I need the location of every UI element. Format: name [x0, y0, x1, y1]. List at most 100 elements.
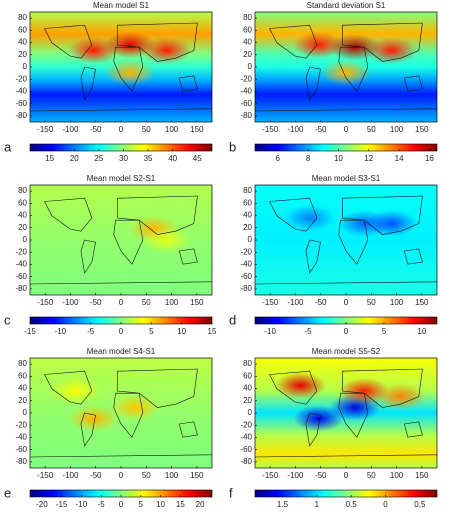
y-tick-label: 60: [18, 198, 27, 207]
coastline: [305, 66, 321, 101]
colorbar-tick-label: 15: [208, 327, 217, 336]
colorbar-tick-label: 14: [395, 154, 404, 163]
x-tick-label: 150: [415, 471, 429, 480]
hotspot: [141, 226, 192, 254]
colorbar-tick-label: -5: [305, 327, 313, 336]
colorbar-tick-label: -10: [55, 327, 67, 336]
x-tick-label: -100: [62, 125, 79, 134]
y-tick-label: -80: [240, 457, 252, 466]
x-tick-label: 100: [165, 471, 179, 480]
hotspot: [110, 394, 162, 421]
panel-letter: d: [229, 312, 236, 327]
coastline: [305, 239, 321, 274]
y-tick-label: -60: [240, 99, 252, 108]
colorbar-tick-label: 10: [177, 327, 186, 336]
x-tick-label: 100: [390, 298, 404, 307]
x-tick-label: -50: [315, 298, 327, 307]
y-tick-label: -60: [15, 99, 27, 108]
coastline: [403, 248, 423, 265]
x-tick-label: -50: [90, 298, 102, 307]
coastline: [255, 281, 437, 285]
y-tick-label: 40: [243, 38, 252, 47]
y-tick-label: -40: [15, 87, 27, 96]
y-tick-label: 20: [18, 223, 27, 232]
colorbar-tick-label: 10: [417, 327, 426, 336]
y-tick-label: 0: [248, 62, 253, 71]
coastline: [117, 22, 198, 62]
coastline: [178, 421, 198, 438]
x-tick-label: 150: [190, 298, 204, 307]
panel-title: Mean model S4-S1: [87, 347, 156, 356]
y-tick-label: -80: [240, 111, 252, 120]
coastline: [342, 368, 423, 408]
coastline: [117, 195, 198, 235]
colorbar-tick-label: 1: [315, 500, 320, 509]
x-tick-label: -100: [62, 298, 79, 307]
coastline: [44, 197, 93, 232]
y-tick-label: 40: [243, 384, 252, 393]
y-tick-label: 60: [18, 371, 27, 380]
coastline: [269, 197, 318, 232]
panel-title: Mean model S2-S1: [87, 174, 156, 183]
x-tick-label: -100: [287, 125, 304, 134]
y-tick-label: -80: [240, 284, 252, 293]
x-tick-label: 100: [390, 125, 404, 134]
coastline: [80, 412, 96, 447]
coastline: [44, 370, 93, 405]
y-tick-label: 80: [18, 186, 27, 195]
y-tick-label: -40: [240, 433, 252, 442]
map-hotspots: [30, 195, 212, 285]
coastline: [178, 75, 198, 92]
x-tick-label: 0: [119, 298, 124, 307]
x-tick-label: -150: [37, 125, 54, 134]
x-tick-label: -150: [37, 298, 54, 307]
hotspot: [375, 383, 427, 410]
y-tick-label: 60: [243, 198, 252, 207]
panel-letter: e: [4, 485, 11, 500]
x-tick-label: 150: [190, 471, 204, 480]
hotspot: [284, 204, 336, 232]
hotspot: [366, 210, 417, 237]
y-tick-label: 20: [243, 50, 252, 59]
y-tick-label: 80: [243, 186, 252, 195]
panel-title: Mean model S5-S2: [312, 347, 381, 356]
coastline: [269, 370, 318, 405]
colorbar-tick-label: 0.5: [414, 500, 426, 509]
map-hotspots: [30, 22, 212, 112]
panel-letter: f: [229, 485, 233, 500]
x-tick-label: 50: [142, 298, 151, 307]
colorbar-tick-label: 20: [196, 500, 205, 509]
map-hotspots: [255, 195, 437, 285]
x-tick-label: 50: [367, 298, 376, 307]
hotspot: [50, 377, 101, 405]
x-tick-label: 0: [344, 298, 349, 307]
x-tick-label: 0: [344, 125, 349, 134]
y-tick-label: -40: [15, 260, 27, 269]
x-tick-label: 50: [367, 471, 376, 480]
y-tick-label: 20: [18, 396, 27, 405]
colorbar: [29, 143, 213, 152]
colorbar-tick-label: -15: [56, 500, 68, 509]
x-tick-label: -50: [315, 471, 327, 480]
y-tick-label: 40: [18, 38, 27, 47]
panel-letter: b: [229, 139, 236, 154]
x-tick-label: 100: [165, 125, 179, 134]
hotspot: [275, 372, 326, 399]
x-tick-label: -150: [37, 471, 54, 480]
colorbar-tick-label: 35: [144, 154, 153, 163]
y-tick-label: 20: [18, 50, 27, 59]
coastline: [269, 24, 318, 59]
colorbar-tick-label: 0: [344, 327, 349, 336]
colorbar-tick-label: -5: [98, 500, 106, 509]
coastline: [403, 421, 423, 438]
panel-title: Standard deviation S1: [307, 1, 386, 10]
coastline: [342, 195, 423, 235]
y-tick-label: 0: [23, 62, 28, 71]
y-tick-label: -20: [15, 74, 27, 83]
colorbar-tick-label: -20: [36, 500, 48, 509]
y-tick-label: -40: [240, 260, 252, 269]
colorbar-tick-label: -15: [24, 327, 36, 336]
colorbar-tick-label: 5: [149, 327, 154, 336]
colorbar-tick-label: 40: [168, 154, 177, 163]
coastline: [403, 75, 423, 92]
